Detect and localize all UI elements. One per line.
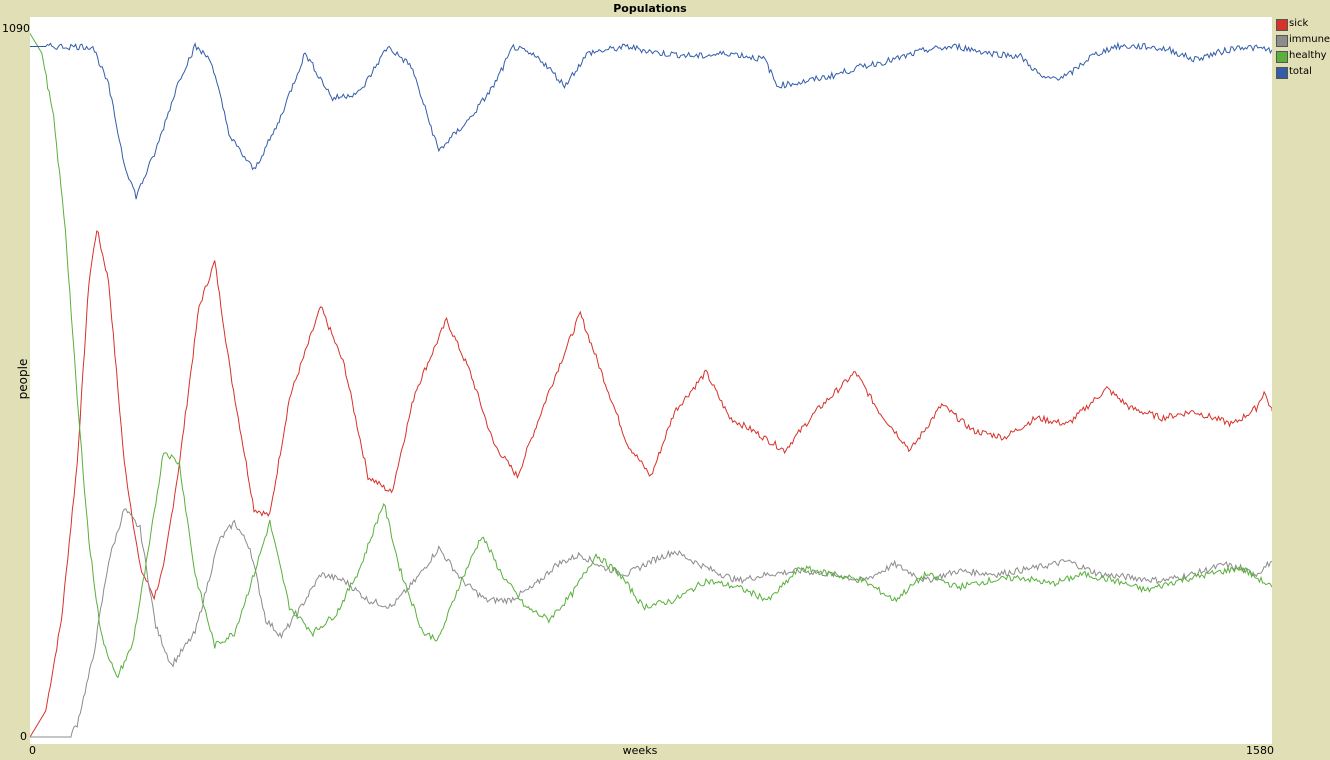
legend-item-healthy: healthy xyxy=(1274,49,1330,65)
legend-label-immune: immune xyxy=(1289,34,1330,45)
series-line-immune xyxy=(30,508,1272,738)
legend-swatch-sick xyxy=(1276,19,1288,31)
y-tick-label-max: 1090 xyxy=(2,22,30,35)
legend-item-immune: immune xyxy=(1274,33,1330,49)
x-tick-label-min: 0 xyxy=(29,744,36,757)
series-line-healthy xyxy=(30,33,1272,679)
legend-item-total: total xyxy=(1274,65,1330,81)
x-tick-label-max: 1580 xyxy=(1246,744,1274,757)
legend: sick immune healthy total xyxy=(1274,17,1330,81)
legend-label-sick: sick xyxy=(1289,18,1309,29)
y-axis-label: people xyxy=(16,358,30,400)
plot-area xyxy=(30,17,1272,744)
legend-swatch-healthy xyxy=(1276,51,1288,63)
legend-label-healthy: healthy xyxy=(1289,50,1327,61)
plot-title: Populations xyxy=(613,2,687,15)
series-line-sick xyxy=(30,230,1272,738)
legend-swatch-immune xyxy=(1276,35,1288,47)
legend-label-total: total xyxy=(1289,66,1312,77)
legend-swatch-total xyxy=(1276,67,1288,79)
legend-item-sick: sick xyxy=(1274,17,1330,33)
y-tick-label-min: 0 xyxy=(20,730,27,743)
series-line-total xyxy=(30,41,1272,200)
chart-canvas xyxy=(30,33,1272,738)
x-axis-label: weeks xyxy=(622,744,658,757)
